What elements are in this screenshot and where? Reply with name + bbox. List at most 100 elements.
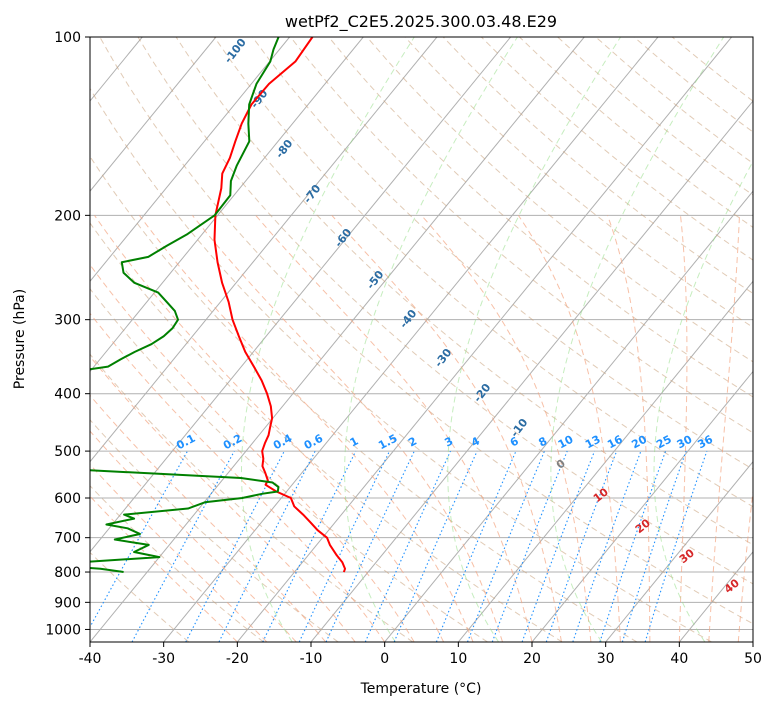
x-tick-label: 30 — [597, 651, 615, 667]
y-tick-label: 100 — [54, 30, 81, 46]
moist-adiabat-line — [607, 215, 651, 642]
moist-adiabat-line — [90, 463, 268, 642]
mixing-ratio-lines — [90, 450, 708, 642]
isotherm-line — [605, 460, 753, 642]
chart-title: wetPf2_C2E5.2025.300.03.48.E29 — [285, 12, 557, 32]
mixing-ratio-line — [90, 450, 188, 629]
mixing-ratio-line — [599, 450, 667, 642]
y-tick-label: 600 — [54, 491, 81, 507]
mixing-ratio-line — [435, 450, 517, 642]
y-axis-ticks: 100 200 300 400 500 600 700 800 900 1000 — [45, 30, 90, 638]
dewpoint-profile-line — [90, 37, 280, 574]
moist-adiabat-line — [737, 487, 753, 642]
dry-adiabat-line — [90, 87, 712, 642]
y-axis-label: Pressure (hPa) — [12, 289, 28, 389]
y-tick-label: 300 — [54, 313, 81, 329]
x-tick-label: 40 — [670, 651, 688, 667]
isotherm-line — [0, 37, 69, 642]
dry-adiabat-line — [90, 155, 638, 642]
isotherm-lines — [0, 37, 753, 642]
dry-adiabat-line — [175, 37, 753, 546]
dry-adiabat-line — [90, 222, 563, 642]
y-tick-label: 900 — [54, 595, 81, 611]
moist-adiabat-line — [331, 215, 562, 642]
temperature-profile-line — [213, 37, 347, 573]
reference-curve — [757, 37, 775, 642]
mixing-ratio-line — [218, 450, 316, 642]
mixing-ratio-label: 25 — [654, 433, 674, 452]
x-tick-label: -20 — [226, 651, 249, 667]
dry-adiabat-line — [99, 37, 753, 625]
isotherm-line — [90, 37, 364, 373]
mixing-ratio-line — [621, 450, 687, 642]
moist-adiabat-line — [139, 215, 474, 642]
dry-adiabat-line — [328, 37, 753, 398]
isotherm-line — [90, 37, 438, 463]
mixing-ratio-label: 36 — [695, 433, 715, 452]
sounding-profiles — [90, 37, 347, 574]
isotherm-line — [384, 190, 753, 642]
moist-adiabat-line — [94, 215, 445, 642]
moist-adiabat-line — [255, 215, 533, 642]
moist-adiabat-line — [90, 394, 327, 642]
x-tick-label: -30 — [152, 651, 175, 667]
reference-curve — [550, 37, 725, 642]
mixing-ratio-label: 20 — [629, 433, 649, 452]
dry-adiabat-line — [213, 37, 753, 508]
mixing-ratio-line — [545, 450, 618, 642]
x-tick-label: 10 — [449, 651, 467, 667]
x-tick-label: 20 — [523, 651, 541, 667]
isotherm-line — [90, 37, 291, 283]
x-tick-label: -10 — [300, 651, 323, 667]
x-axis-label: Temperature (°C) — [360, 681, 482, 697]
dry-adiabat-line — [252, 37, 753, 470]
dry-adiabat-line — [90, 551, 190, 642]
mixing-ratio-label: 16 — [605, 433, 625, 452]
moist-adiabat-line — [90, 355, 356, 642]
moist-adiabats — [90, 37, 775, 642]
moist-adiabat-line — [90, 430, 297, 642]
dry-adiabat-line — [90, 353, 414, 642]
y-tick-label: 800 — [54, 565, 81, 581]
mixing-ratio-line — [466, 450, 546, 642]
x-axis-ticks: -40 -30 -20 -10 0 10 20 30 40 50 — [79, 642, 762, 667]
y-tick-label: 700 — [54, 531, 81, 547]
y-tick-label: 1000 — [45, 622, 81, 638]
dry-adiabat-line — [442, 37, 753, 295]
mixing-ratio-line — [364, 450, 451, 642]
moist-adiabat-line — [90, 312, 386, 642]
moist-adiabat-line — [708, 215, 740, 642]
mixing-ratio-line — [644, 450, 708, 642]
y-tick-label: 400 — [54, 387, 81, 403]
dry-adiabat-line — [290, 37, 753, 434]
dry-adiabat-line — [90, 287, 488, 642]
reference-curve — [653, 160, 753, 642]
mixing-ratio-line — [572, 450, 642, 642]
mixing-ratio-label: 10 — [556, 433, 576, 452]
isotherm-line — [90, 37, 585, 642]
dry-adiabat-line — [137, 37, 753, 585]
x-tick-label: 50 — [744, 651, 762, 667]
mixing-ratio-line — [521, 450, 596, 642]
mixing-ratio-label: 30 — [675, 433, 695, 452]
mixing-ratio-line — [491, 450, 568, 642]
moist-adiabat-line — [517, 215, 621, 642]
isotherm-line — [90, 37, 217, 192]
isotherm-line — [236, 37, 733, 642]
y-tick-label: 200 — [54, 208, 81, 224]
isotherm-line — [310, 100, 753, 642]
moist-adiabat-line — [678, 215, 688, 642]
mixing-ratio-label: 13 — [583, 433, 603, 452]
x-tick-label: -40 — [79, 651, 102, 667]
dry-adiabats — [90, 37, 753, 642]
isotherm-line — [752, 641, 753, 642]
dry-adiabat-line — [90, 485, 264, 642]
pressure-grid — [90, 37, 753, 630]
moist-adiabat-line — [90, 495, 238, 642]
y-tick-label: 500 — [54, 444, 81, 460]
dry-adiabat-line — [90, 419, 339, 642]
isotherm-line — [531, 370, 753, 642]
reference-curve — [447, 37, 621, 642]
plot-frame — [89, 36, 754, 643]
